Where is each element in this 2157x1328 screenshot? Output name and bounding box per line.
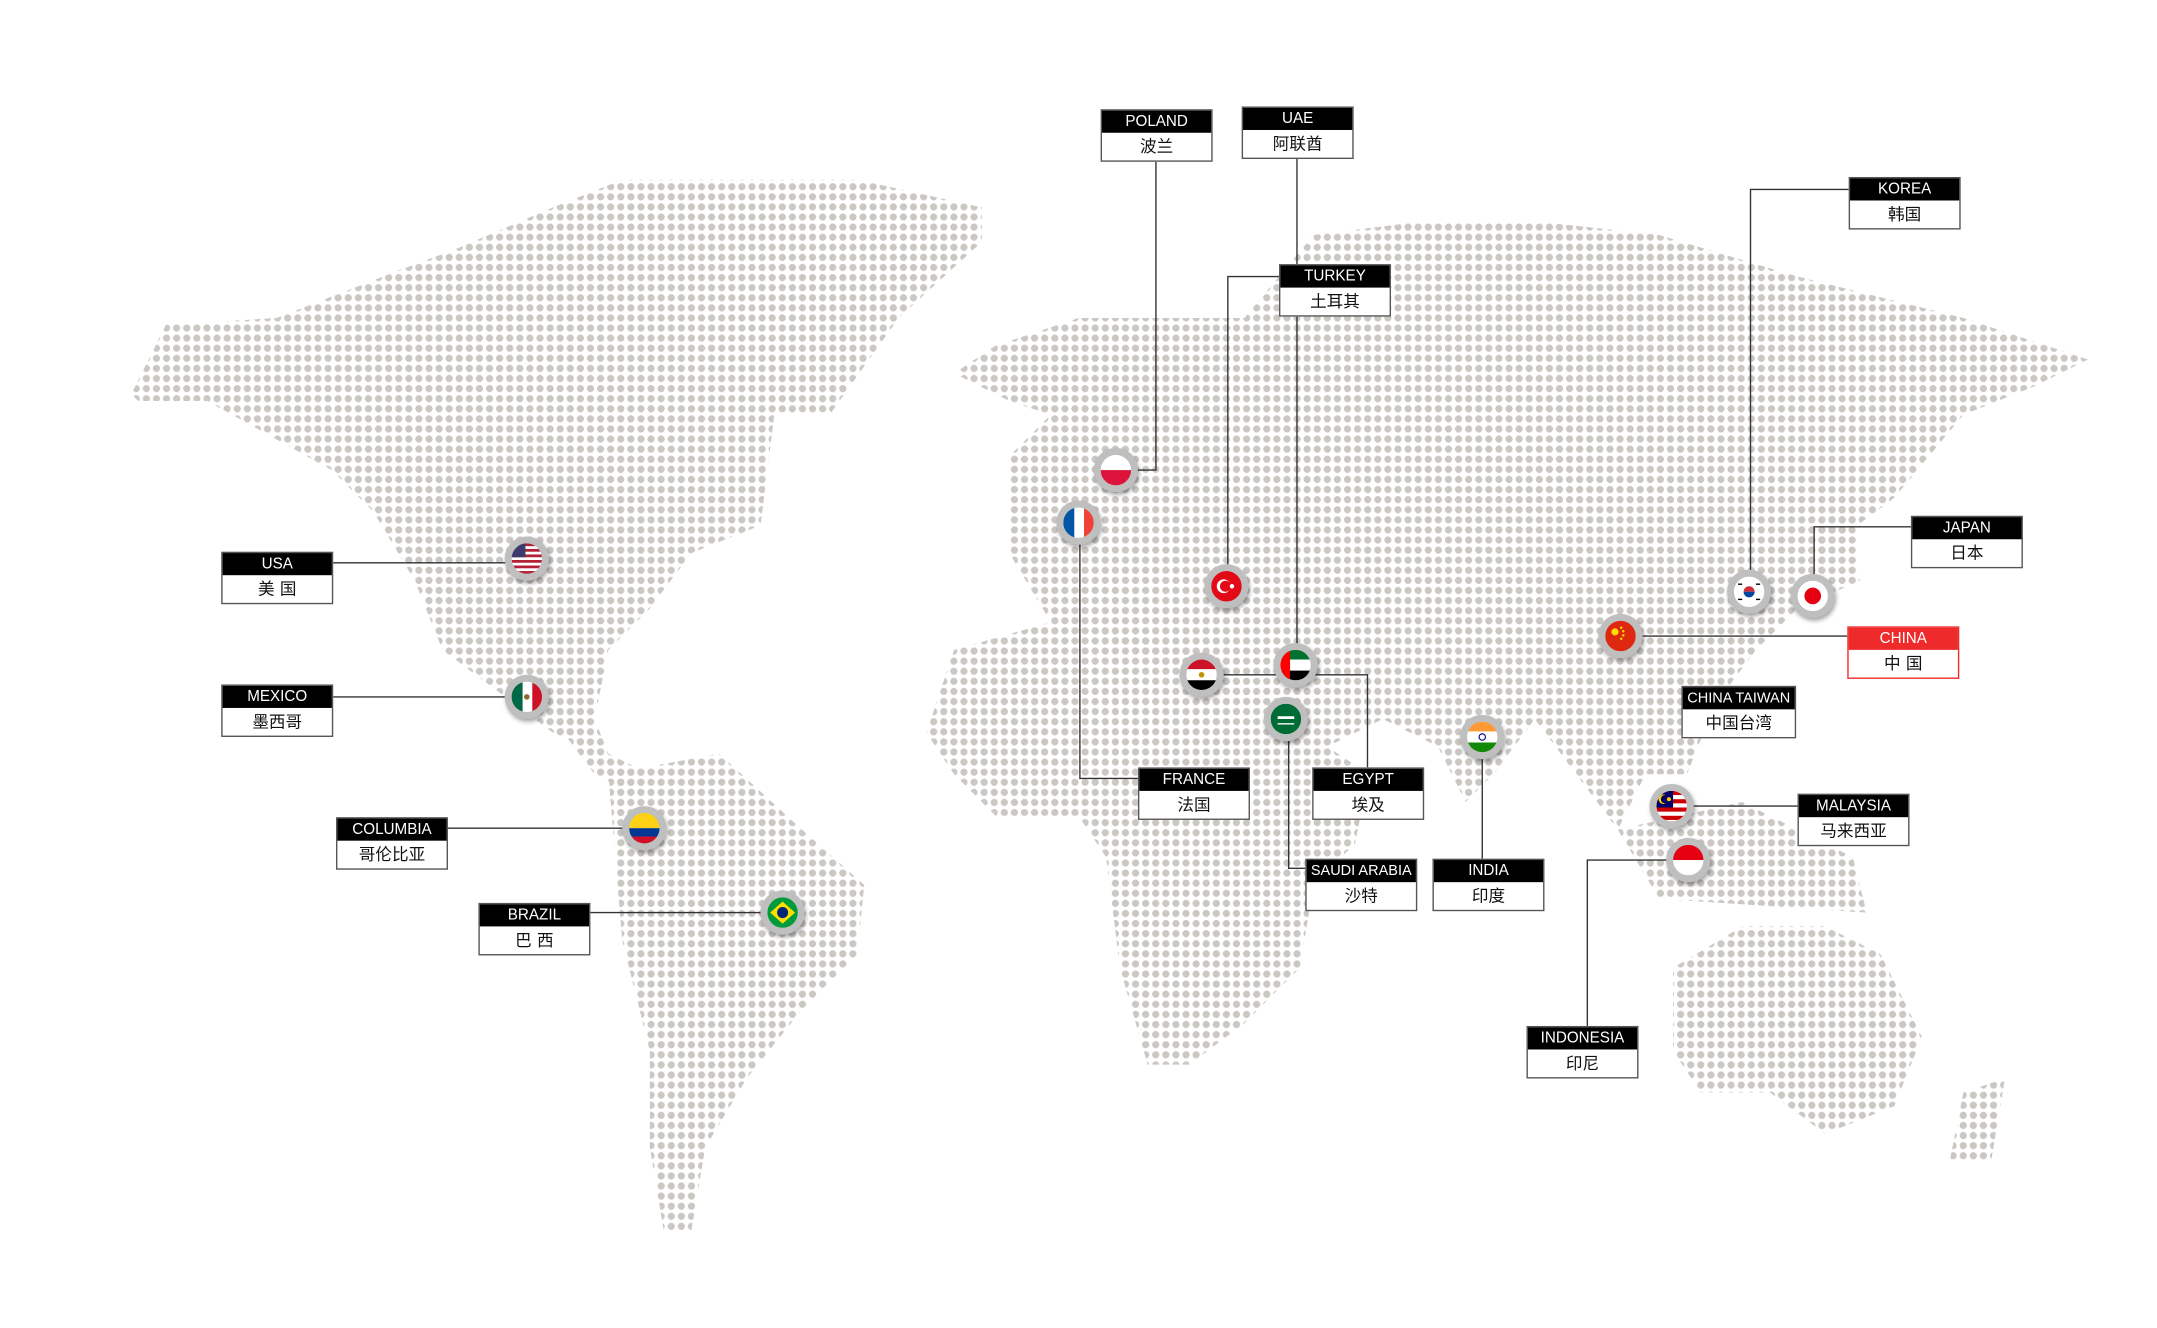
usa-flag-icon[interactable]	[504, 536, 549, 581]
leader-egypt	[1201, 674, 1369, 768]
label-en: BRAZIL	[479, 904, 590, 927]
label-cn: 埃及	[1351, 795, 1385, 815]
leader-indonesia	[1586, 859, 1689, 1026]
leader-france	[1079, 522, 1138, 780]
japan-flag-icon[interactable]	[1790, 573, 1835, 619]
label-mexico: MEXICO 墨西哥	[221, 684, 334, 737]
malaysia-flag-icon[interactable]	[1649, 783, 1694, 829]
leader-korea	[1749, 188, 1849, 592]
label-en: TURKEY	[1280, 265, 1390, 288]
india-flag-icon[interactable]	[1460, 714, 1505, 760]
label-cn: 巴 西	[515, 930, 554, 950]
label-cn: 阿联酋	[1272, 134, 1323, 154]
label-korea: KOREA 韩国	[1848, 176, 1961, 230]
label-cn: 土耳其	[1310, 291, 1360, 312]
north-america	[131, 179, 982, 754]
leader-japan	[1813, 526, 1911, 596]
china-flag-icon[interactable]	[1598, 613, 1643, 659]
label-colombia: COLUMBIA 哥伦比亚	[335, 817, 448, 870]
label-en: UAE	[1243, 107, 1353, 130]
label-cn: 美 国	[257, 579, 297, 599]
label-en: USA	[222, 553, 332, 576]
leader-turkey	[1227, 275, 1279, 587]
label-turkey: TURKEY 土耳其	[1278, 264, 1391, 317]
label-cn: 韩国	[1888, 204, 1922, 224]
indonesia-flag-icon[interactable]	[1666, 837, 1711, 883]
label-saudi-arabia: SAUDI ARABIA 沙特	[1305, 858, 1418, 912]
label-en: MALAYSIA	[1798, 795, 1909, 818]
label-en: SAUDI ARABIA	[1306, 860, 1416, 883]
label-france: FRANCE 法国	[1137, 767, 1250, 820]
label-cn: 马来西亚	[1820, 821, 1887, 841]
france-flag-icon[interactable]	[1056, 500, 1101, 545]
poland-flag-icon[interactable]	[1093, 447, 1138, 493]
uae-flag-icon[interactable]	[1273, 642, 1318, 688]
label-indonesia: INDONESIA 印尼	[1526, 1025, 1639, 1079]
label-cn: 沙特	[1344, 886, 1378, 906]
label-en: INDONESIA	[1527, 1027, 1638, 1050]
label-cn: 墨西哥	[252, 712, 303, 732]
label-en: JAPAN	[1912, 517, 2022, 540]
label-brazil: BRAZIL 巴 西	[478, 902, 591, 956]
label-india: INDIA 印度	[1432, 858, 1545, 912]
label-egypt: EGYPT 埃及	[1312, 767, 1425, 820]
label-malaysia: MALAYSIA 马来西亚	[1797, 793, 1910, 847]
label-en: EGYPT	[1313, 768, 1423, 791]
label-en: POLAND	[1102, 110, 1212, 133]
egypt-flag-icon[interactable]	[1179, 652, 1224, 697]
label-en: CHINA TAIWAN	[1682, 687, 1795, 710]
label-cn: 印尼	[1565, 1053, 1600, 1073]
label-cn: 日本	[1950, 543, 1984, 563]
south-america	[608, 753, 865, 1231]
label-japan: JAPAN 日本	[1910, 515, 2023, 569]
label-en: COLUMBIA	[337, 818, 447, 841]
brazil-flag-icon[interactable]	[760, 890, 805, 935]
label-uae: UAE 阿联酋	[1241, 106, 1354, 160]
australia	[1673, 926, 1922, 1134]
label-en: INDIA	[1433, 860, 1544, 883]
label-cn: 波兰	[1140, 136, 1174, 157]
saudi-arabia-flag-icon[interactable]	[1263, 696, 1309, 742]
label-cn: 印度	[1471, 886, 1506, 906]
leader-saudi-arabia	[1287, 719, 1306, 870]
colombia-flag-icon[interactable]	[622, 806, 667, 851]
label-en: FRANCE	[1139, 768, 1249, 791]
label-cn: 哥伦比亚	[358, 844, 426, 865]
southeast-asia-islands	[1617, 801, 1867, 913]
eurasia	[954, 221, 2088, 830]
label-cn: 中 国	[1884, 654, 1923, 674]
label-en: KOREA	[1850, 178, 1960, 201]
label-en: MEXICO	[222, 685, 332, 708]
korea-flag-icon[interactable]	[1726, 569, 1772, 614]
label-poland: POLAND 波兰	[1100, 109, 1213, 162]
label-china-taiwan: CHINA TAIWAN 中国台湾	[1681, 685, 1797, 739]
label-cn: 中国台湾	[1705, 713, 1772, 733]
africa	[926, 622, 1369, 1065]
label-en: CHINA	[1848, 627, 1958, 650]
mexico-flag-icon[interactable]	[504, 674, 549, 720]
turkey-flag-icon[interactable]	[1204, 564, 1249, 609]
label-cn: 法国	[1177, 795, 1211, 815]
label-usa: USA 美 国	[221, 551, 334, 605]
label-china: CHINA 中 国	[1847, 626, 1960, 679]
new-zealand	[1949, 1078, 2005, 1162]
